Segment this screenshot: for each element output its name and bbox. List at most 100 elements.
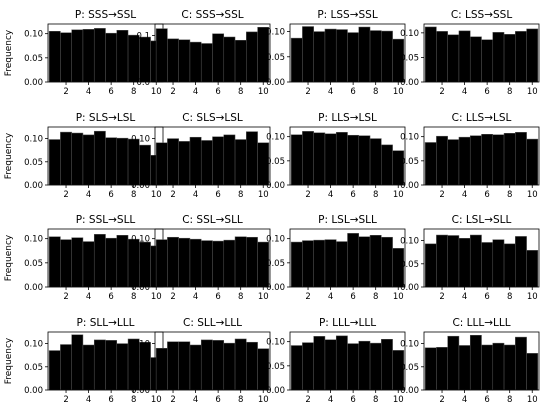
y-tick-label: 0.05: [266, 157, 285, 167]
y-tick-label: 0.05: [131, 158, 150, 168]
histogram-bar: [290, 134, 303, 186]
histogram-bar: [200, 339, 213, 391]
x-tick-label: 4: [462, 395, 467, 405]
histogram-bar: [347, 233, 360, 288]
x-tick-label: 4: [193, 190, 198, 200]
y-tick-label: 0.05: [266, 53, 285, 63]
y-tick-label: 0.10: [131, 340, 150, 350]
histogram-bar: [212, 136, 225, 186]
histogram-bar: [167, 236, 179, 288]
histogram-bar: [526, 138, 539, 186]
x-tick-label: 10: [393, 190, 404, 200]
histogram-bar: [116, 30, 129, 83]
y-tick-label: 0.00: [400, 78, 419, 88]
histogram-bar: [82, 344, 95, 391]
y-tick-label: 0.0: [136, 78, 150, 88]
histogram-bar: [324, 239, 337, 288]
histogram-bar: [71, 334, 84, 391]
y-tick-label: 0.05: [400, 53, 419, 63]
histogram-bar: [481, 242, 494, 288]
x-tick-label: 2: [305, 292, 310, 302]
y-tick-label: 0.00: [24, 386, 43, 396]
histogram-bar: [93, 130, 106, 186]
chart-title: P: LSL→SLL: [318, 214, 377, 226]
histogram-bar: [223, 134, 236, 186]
histogram-bar: [178, 39, 191, 83]
x-tick-label: 10: [151, 292, 162, 302]
y-tick-label: 0.10: [400, 29, 419, 39]
y-tick-label: 0.05: [24, 259, 43, 269]
x-tick-label: 2: [439, 190, 444, 200]
histogram-bar: [189, 344, 202, 391]
histogram-bar: [200, 140, 213, 186]
axes-frame: [154, 23, 271, 83]
x-tick-label: 10: [527, 292, 538, 302]
y-tick-label: 0.00: [266, 181, 285, 191]
x-tick-label: 2: [170, 292, 175, 302]
histogram-bar: [381, 144, 393, 186]
y-tick-label: 0.00: [400, 181, 419, 191]
histogram-bar: [290, 241, 303, 288]
histogram-bar: [492, 134, 505, 186]
x-tick-label: 8: [373, 190, 378, 200]
y-axis-label: Frequency: [4, 234, 14, 281]
y-tick-label: 0.05: [266, 259, 285, 269]
x-tick-label: 6: [350, 395, 355, 405]
x-tick-label: 2: [439, 395, 444, 405]
histogram-bar: [60, 32, 72, 83]
y-axis-label: Frequency: [4, 29, 14, 76]
histogram-bar: [167, 341, 179, 391]
chart-title: C: LSS→SSL: [451, 9, 513, 21]
x-tick-label: 6: [108, 292, 113, 302]
x-tick-label: 4: [86, 87, 91, 97]
x-tick-label: 4: [328, 395, 333, 405]
chart-title: P: SLL→LLL: [77, 317, 135, 329]
y-tick-label: 0.00: [24, 181, 43, 191]
histogram-bar: [335, 241, 348, 288]
y-tick-label: 0.10: [266, 28, 285, 38]
chart-panel-1: 2 4 6 8 10 0.00 0.05 0.10 P: SSS→SSL Frequency: [4, 9, 164, 97]
chart-panel-16: 2 4 6 8 10 0.00 0.05 0.10 C: LLL→LLL: [400, 317, 540, 405]
histogram-bar: [71, 132, 84, 186]
x-tick-label: 8: [373, 292, 378, 302]
x-tick-label: 2: [63, 292, 68, 302]
histogram-bar: [436, 234, 448, 288]
histogram-bar: [436, 347, 448, 391]
x-tick-label: 4: [86, 395, 91, 405]
histogram-bar: [82, 29, 95, 83]
histogram-bar: [105, 137, 118, 186]
x-tick-label: 8: [131, 395, 136, 405]
histogram-bar: [469, 135, 482, 186]
histogram-bar: [212, 240, 225, 288]
histogram-bar: [246, 31, 258, 83]
chart-panel-2: 2 4 6 8 100.00.1C: SSS→SSL: [136, 9, 271, 97]
histogram-bar: [492, 32, 505, 83]
x-tick-label: 4: [86, 190, 91, 200]
histogram-bar: [302, 26, 314, 83]
histogram-bar: [324, 339, 337, 391]
chart-panel-12: 2 4 6 8 10 0.00 0.05 0.10 C: LSL→SLL: [400, 214, 540, 302]
histogram-bar: [155, 28, 168, 83]
histogram-bar: [82, 134, 95, 186]
x-tick-label: 4: [462, 292, 467, 302]
y-tick-label: 0.05: [24, 363, 43, 373]
axes-frame: [423, 23, 540, 83]
histogram-bar: [189, 238, 202, 288]
histogram-bar: [335, 132, 348, 186]
axes-frame: [154, 228, 271, 288]
histogram-bar: [469, 36, 482, 83]
x-tick-label: 4: [193, 395, 198, 405]
histogram-bar: [93, 28, 106, 83]
chart-panel-14: 2 4 6 8 100.000.050.10C: SLL→LLL: [131, 317, 271, 405]
histogram-bar: [447, 335, 460, 391]
x-tick-label: 2: [170, 87, 175, 97]
x-tick-label: 10: [527, 395, 538, 405]
x-tick-label: 2: [305, 87, 310, 97]
x-tick-label: 2: [63, 395, 68, 405]
histogram-bar: [515, 132, 527, 186]
histogram-bar: [324, 28, 337, 83]
y-tick-label: 0.05: [266, 362, 285, 372]
histogram-bar: [369, 30, 382, 83]
